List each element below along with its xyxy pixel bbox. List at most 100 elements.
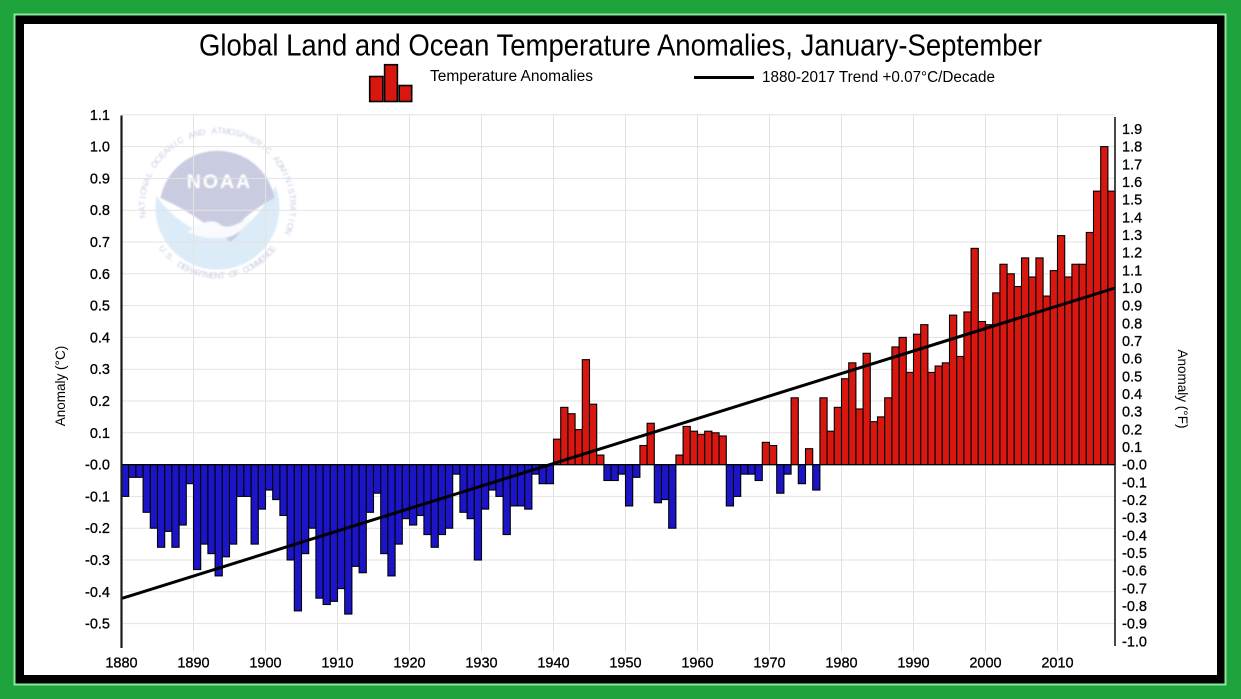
svg-text:N: N	[214, 271, 220, 281]
svg-text:E: E	[209, 270, 216, 280]
svg-text:A: A	[211, 125, 217, 135]
svg-text:1890: 1890	[177, 656, 209, 672]
svg-text:1920: 1920	[393, 656, 425, 672]
svg-text:.: .	[161, 248, 170, 256]
svg-text:A: A	[141, 175, 152, 184]
svg-text:-0.3: -0.3	[1122, 511, 1147, 527]
svg-text:C: C	[241, 264, 251, 276]
svg-text:2000: 2000	[969, 656, 1001, 672]
svg-text:I: I	[137, 196, 147, 199]
svg-text:-0.1: -0.1	[1122, 475, 1147, 491]
svg-text:E: E	[257, 253, 268, 265]
svg-text:E: E	[249, 134, 259, 146]
svg-text:1910: 1910	[321, 656, 353, 672]
svg-text:D: D	[175, 259, 186, 271]
svg-text:U: U	[157, 243, 169, 254]
svg-text:-0.8: -0.8	[1122, 599, 1147, 615]
svg-text:I: I	[281, 171, 291, 177]
svg-text:0.5: 0.5	[90, 299, 110, 315]
svg-text:1.1: 1.1	[1122, 263, 1142, 279]
svg-text:1.1: 1.1	[90, 108, 110, 124]
svg-text:S: S	[164, 250, 175, 261]
svg-text:NOAA: NOAA	[187, 171, 252, 193]
svg-text:A: A	[187, 129, 196, 140]
svg-text:0.8: 0.8	[1122, 316, 1142, 332]
svg-text:1990: 1990	[897, 656, 929, 672]
svg-text:T: T	[137, 201, 147, 207]
svg-text:1930: 1930	[465, 656, 497, 672]
svg-text:A: A	[161, 145, 172, 156]
svg-text:0.6: 0.6	[90, 267, 110, 283]
svg-text:I: I	[287, 218, 297, 222]
svg-text:P: P	[185, 264, 195, 276]
svg-text:N: N	[139, 182, 150, 191]
svg-text:1.2: 1.2	[1122, 246, 1142, 262]
svg-text:M: M	[253, 256, 265, 268]
svg-text:-0.7: -0.7	[1122, 581, 1147, 597]
svg-text:-0.0: -0.0	[1122, 458, 1147, 474]
svg-text:T: T	[217, 125, 223, 135]
svg-text:-0.6: -0.6	[1122, 564, 1147, 580]
svg-text:Anomaly (°F): Anomaly (°F)	[1175, 350, 1190, 429]
svg-text:0.2: 0.2	[1122, 422, 1142, 438]
svg-text:-0.5: -0.5	[85, 617, 110, 633]
svg-text:-0.3: -0.3	[85, 553, 110, 569]
svg-text:C: C	[175, 134, 185, 146]
svg-text:2010: 2010	[1041, 656, 1073, 672]
svg-text:1980: 1980	[825, 656, 857, 672]
svg-text:1940: 1940	[537, 656, 569, 672]
svg-text:E: E	[156, 149, 167, 160]
svg-text:O: O	[149, 159, 161, 170]
svg-text:1900: 1900	[249, 656, 281, 672]
svg-text:N: N	[282, 175, 294, 184]
svg-text:1.0: 1.0	[90, 140, 110, 156]
svg-text:1.9: 1.9	[1122, 122, 1142, 138]
svg-text:I: I	[172, 139, 180, 149]
svg-text:0.9: 0.9	[1122, 299, 1142, 315]
svg-text:0.5: 0.5	[1122, 369, 1142, 385]
svg-text:T: T	[287, 211, 298, 217]
svg-text:0.7: 0.7	[90, 235, 110, 251]
svg-text:C: C	[263, 247, 275, 258]
svg-text:0.3: 0.3	[90, 362, 110, 378]
svg-text:A: A	[288, 206, 298, 212]
svg-text:R: R	[288, 199, 298, 206]
svg-text:T: T	[287, 194, 298, 200]
svg-text:0.8: 0.8	[90, 203, 110, 219]
svg-text:1880-2017 Trend +0.07°C/Decade: 1880-2017 Trend +0.07°C/Decade	[762, 69, 995, 86]
svg-text:1.0: 1.0	[1122, 281, 1142, 297]
svg-text:1.4: 1.4	[1122, 210, 1142, 226]
svg-text:0.4: 0.4	[90, 330, 110, 346]
svg-text:O: O	[245, 261, 256, 273]
svg-text:M: M	[249, 259, 260, 271]
svg-text:R: R	[254, 137, 265, 149]
svg-text:0.1: 0.1	[90, 426, 110, 442]
svg-text:0.7: 0.7	[1122, 334, 1142, 350]
svg-text:D: D	[274, 158, 286, 169]
svg-text:1970: 1970	[753, 656, 785, 672]
svg-text:0.9: 0.9	[90, 171, 110, 187]
svg-text:O: O	[284, 222, 296, 231]
svg-text:-0.1: -0.1	[85, 489, 110, 505]
svg-text:-0.2: -0.2	[1122, 493, 1147, 509]
svg-text:.: .	[169, 255, 177, 264]
svg-text:N: N	[137, 212, 148, 219]
svg-text:0.6: 0.6	[1122, 352, 1142, 368]
svg-text:R: R	[194, 267, 203, 278]
svg-text:A: A	[271, 154, 283, 165]
svg-text:-0.9: -0.9	[1122, 617, 1147, 633]
svg-text:M: M	[277, 163, 289, 174]
svg-text:0.2: 0.2	[90, 394, 110, 410]
svg-text:N: N	[192, 128, 201, 139]
svg-text:1950: 1950	[609, 656, 641, 672]
svg-text:M: M	[204, 269, 212, 280]
svg-text:T: T	[219, 270, 225, 280]
svg-text:S: S	[286, 187, 297, 195]
svg-text:L: L	[143, 170, 154, 179]
svg-text:1.5: 1.5	[1122, 193, 1142, 209]
svg-text:C: C	[152, 154, 164, 165]
svg-text:A: A	[137, 206, 147, 212]
svg-text:0.4: 0.4	[1122, 387, 1142, 403]
svg-text:C: C	[263, 145, 274, 157]
svg-text:I: I	[285, 183, 295, 188]
